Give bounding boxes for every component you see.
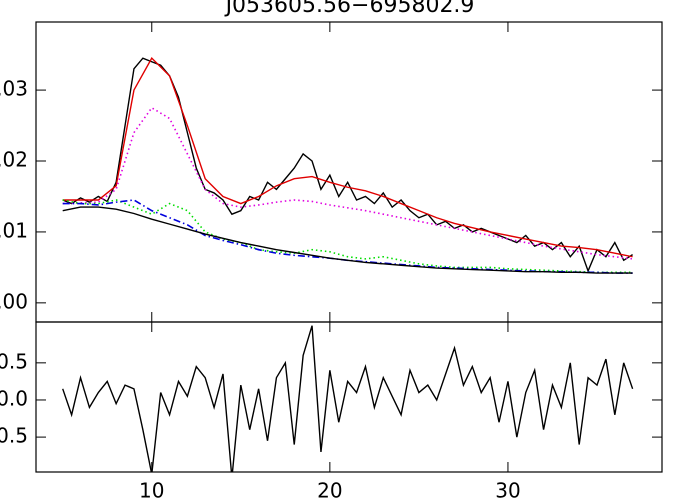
plot-frame (35, 321, 663, 473)
data-line (62, 325, 634, 472)
y-tick-label: 0.03 (0, 77, 28, 101)
y-tick-label: −0.5 (0, 424, 28, 448)
x-tick-label: 20 (317, 479, 342, 500)
y-tick-label: 0.02 (0, 148, 28, 172)
data-line (62, 106, 633, 260)
y-tick-label: 0.01 (0, 218, 28, 242)
x-tick-label: 30 (495, 479, 520, 500)
data-line (62, 199, 633, 274)
data-line (62, 199, 633, 274)
plot-frame (35, 21, 663, 323)
data-line (62, 57, 633, 258)
data-line (62, 57, 633, 273)
y-tick-label: 0.0 (0, 386, 28, 410)
x-tick-label: 10 (139, 479, 164, 500)
y-tick-label: 0.5 (0, 349, 28, 373)
y-tick-label: 0.00 (0, 289, 28, 313)
data-line (62, 206, 633, 274)
chart-title: J053605.56−695802.9 (224, 0, 475, 18)
